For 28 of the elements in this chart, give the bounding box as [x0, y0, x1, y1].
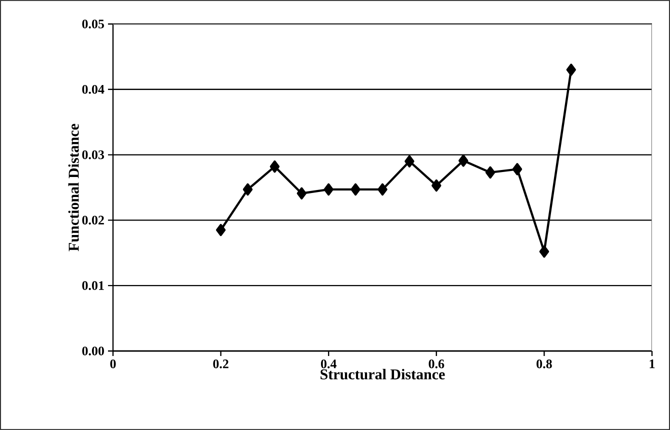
point [485, 166, 496, 179]
y-axis-title: Functional Distance [68, 124, 79, 252]
x-tick-label: 0.8 [536, 360, 552, 368]
x-tick-label: 0.4 [320, 360, 336, 368]
y-tick-label: 0.05 [82, 20, 104, 28]
x-tick-label: 0.6 [428, 360, 444, 368]
point [566, 64, 576, 76]
point [378, 183, 388, 196]
y-tick-label: 0.01 [82, 281, 104, 290]
x-tick-label: 0.2 [213, 360, 228, 368]
point [350, 183, 360, 196]
x-tick-label: 1 [650, 360, 655, 368]
y-tick-label: 0.04 [82, 84, 104, 94]
y-tick-label: 0.00 [82, 346, 104, 356]
y-tick-label: 0.03 [82, 150, 104, 160]
point [404, 155, 414, 168]
point [242, 183, 253, 196]
point [324, 183, 334, 196]
point [432, 179, 442, 192]
point [512, 163, 522, 176]
point [458, 154, 468, 167]
point [296, 187, 306, 200]
x-axis-title: Structural Distance [320, 368, 445, 380]
point [539, 245, 550, 258]
x-tick-label: 0 [110, 360, 116, 368]
point [270, 160, 280, 173]
y-tick-label: 0.02 [82, 216, 104, 225]
point [216, 224, 226, 236]
